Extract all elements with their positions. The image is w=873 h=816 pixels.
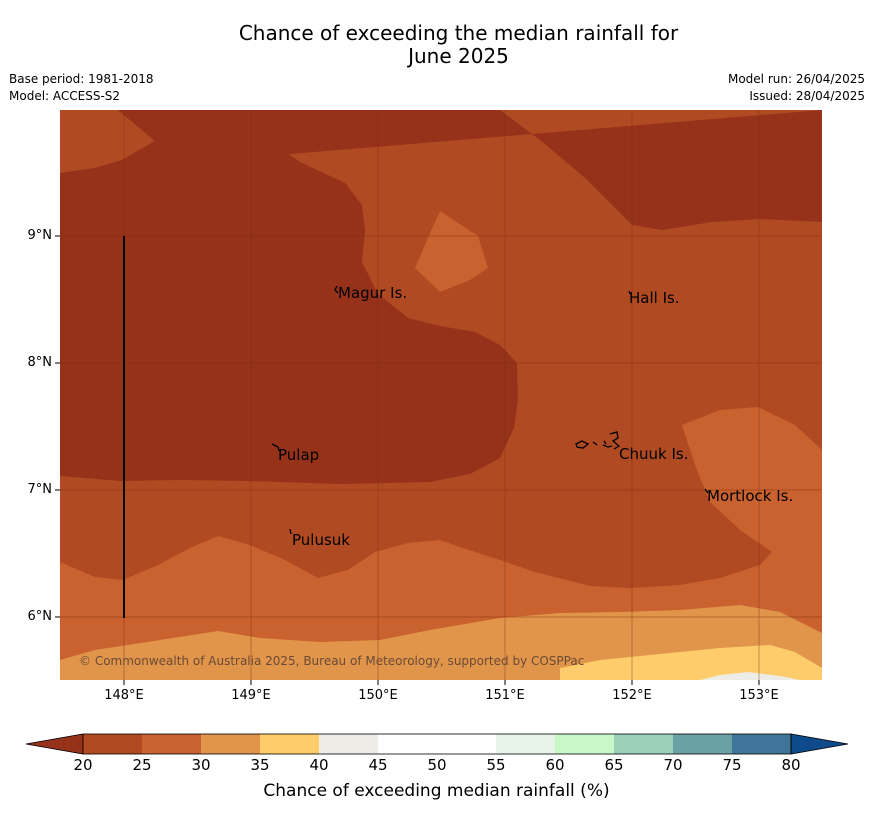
colorbar-segment-35-40 (260, 734, 319, 754)
lon-tick-151e: 151°E (485, 688, 525, 703)
colorbar-segment-70-75 (673, 734, 732, 754)
colorbar-tick-65: 65 (604, 756, 624, 774)
axis-tick-marks (55, 235, 760, 685)
meta-left: Base period: 1981-2018 Model: ACCESS-S2 (9, 71, 154, 105)
colorbar-tick-75: 75 (722, 756, 742, 774)
colorbar-tick-70: 70 (663, 756, 683, 774)
colorbar-segment-30-35 (201, 734, 260, 754)
lon-tick-149e: 149°E (231, 688, 271, 703)
island-pulap-icon (271, 443, 280, 452)
colorbar-label: Chance of exceeding median rainfall (%) (263, 781, 610, 801)
colorbar-tick-45: 45 (368, 756, 388, 774)
colorbar-tick-25: 25 (132, 756, 152, 774)
colorbar-tick-30: 30 (191, 756, 211, 774)
label-mortlock: Mortlock Is. (707, 487, 794, 505)
lat-tick-6n: 6°N (27, 609, 53, 624)
lon-tick-152e: 152°E (612, 688, 652, 703)
island-markers (271, 285, 709, 535)
title-line-2: June 2025 (408, 44, 509, 68)
colorbar-segment-40-45 (319, 734, 378, 754)
map-fill-layers (60, 110, 822, 680)
copyright-notice: © Commonwealth of Australia 2025, Bureau… (79, 654, 585, 668)
label-chuuk: Chuuk Is. (619, 445, 689, 463)
island-pulusuk-icon (289, 528, 292, 535)
colorbar-segment-20-25 (83, 734, 142, 754)
title-line-1: Chance of exceeding the median rainfall … (238, 21, 679, 45)
island-chuuk-icon (575, 431, 621, 450)
colorbar-segment-65-70 (614, 734, 673, 754)
colorbar-under-arrow (25, 733, 84, 755)
band-40-45 (700, 672, 800, 680)
colorbar-segment-45-50 (378, 734, 437, 754)
map-title: Chance of exceeding the median rainfall … (0, 22, 873, 68)
colorbar-segment-75-80 (732, 734, 791, 754)
island-hall-icon (628, 290, 631, 295)
band-35-40 (560, 645, 822, 680)
lon-tick-153e: 153°E (739, 688, 779, 703)
colorbar-over-arrow (790, 733, 849, 755)
colorbar-border (82, 733, 792, 755)
colorbar-segments (25, 733, 849, 755)
model-run: Model run: 26/04/2025 (727, 72, 865, 86)
lon-tick-148e: 148°E (104, 688, 144, 703)
label-magur: Magur Is. (338, 284, 408, 302)
patch-25-30 (415, 211, 488, 292)
colorbar-tick-60: 60 (545, 756, 565, 774)
colorbar-tick-50: 50 (427, 756, 447, 774)
base-period: Base period: 1981-2018 (9, 72, 154, 86)
lat-tick-7n: 7°N (27, 482, 53, 497)
lat-tick-8n: 8°N (27, 355, 53, 370)
issued-date: Issued: 28/04/2025 (749, 89, 865, 103)
label-pulusuk: Pulusuk (292, 531, 350, 549)
colorbar-tick-40: 40 (309, 756, 329, 774)
island-magur-icon (334, 285, 339, 294)
colorbar-segment-55-60 (496, 734, 555, 754)
colorbar-segment-50-55 (437, 734, 496, 754)
model-name: Model: ACCESS-S2 (9, 89, 121, 103)
colorbar-segment-60-65 (555, 734, 614, 754)
island-mortlock-icon (704, 488, 709, 494)
label-hall: Hall Is. (629, 289, 680, 307)
colorbar-segment-25-30 (142, 734, 201, 754)
meta-right: Model run: 26/04/2025 Issued: 28/04/2025 (728, 71, 865, 105)
rainfall-map (55, 110, 822, 685)
colorbar-tick-55: 55 (486, 756, 506, 774)
colorbar-tick-35: 35 (250, 756, 270, 774)
band-below-20-main (60, 110, 518, 484)
label-pulap: Pulap (278, 446, 320, 464)
colorbar-tick-20: 20 (73, 756, 93, 774)
lon-tick-150e: 150°E (358, 688, 398, 703)
lat-tick-9n: 9°N (27, 228, 53, 243)
colorbar-tick-80: 80 (781, 756, 801, 774)
